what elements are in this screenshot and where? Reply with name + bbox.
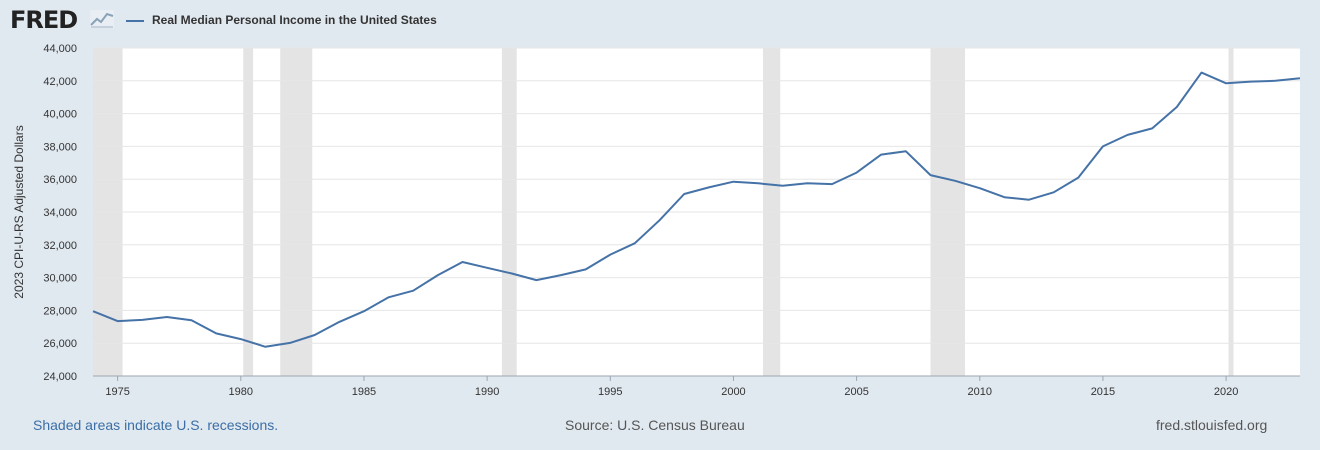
series-line [92,71,1301,348]
y-tick-label: 38,000 [43,141,77,153]
recession-note[interactable]: Shaded areas indicate U.S. recessions. [33,417,279,433]
y-tick-label: 36,000 [43,174,77,186]
line-chart: 24,000 26,000 28,000 30,000 32,000 34,000 36,0… [12,43,1301,398]
chart-header: FRED Real Median Personal Income in the … [10,6,710,34]
x-tick-label: 2000 [721,386,745,398]
x-tick-label: 1995 [598,386,622,398]
fred-logo[interactable]: FRED [10,6,78,34]
x-tick-label: 2020 [1214,386,1238,398]
gridlines [93,47,1300,377]
y-tick-label: 28,000 [43,305,77,317]
y-tick-label: 42,000 [43,76,77,88]
y-axis-label: 2023 CPI-U-RS Adjusted Dollars [12,125,26,298]
x-tick-label: 2010 [968,386,992,398]
x-tick-label: 1990 [475,386,499,398]
y-tick-label: 30,000 [43,273,77,285]
site-link[interactable]: fred.stlouisfed.org [1156,417,1268,433]
series-layer [92,71,1301,348]
x-tick-label: 1975 [105,386,129,398]
x-tick-label: 2005 [844,386,868,398]
y-tick-label: 44,000 [43,43,77,55]
line-chart-icon [90,10,114,28]
source-credit: Source: U.S. Census Bureau [565,417,745,433]
y-tick-label: 24,000 [43,371,77,383]
x-tick-label: 1985 [352,386,376,398]
legend-series-label[interactable]: Real Median Personal Income in the Unite… [152,13,437,27]
y-axis-ticks: 24,000 26,000 28,000 30,000 32,000 34,000 36,0… [43,43,77,383]
y-tick-label: 26,000 [43,338,77,350]
y-tick-label: 32,000 [43,240,77,252]
legend-line-swatch [126,20,144,22]
y-tick-label: 34,000 [43,207,77,219]
x-axis-ticks: 1975 1980 1985 1990 1995 2000 2005 2010 2015 2020 [105,376,1238,398]
x-tick-label: 1980 [229,386,253,398]
x-tick-label: 2015 [1091,386,1115,398]
y-tick-label: 40,000 [43,109,77,121]
